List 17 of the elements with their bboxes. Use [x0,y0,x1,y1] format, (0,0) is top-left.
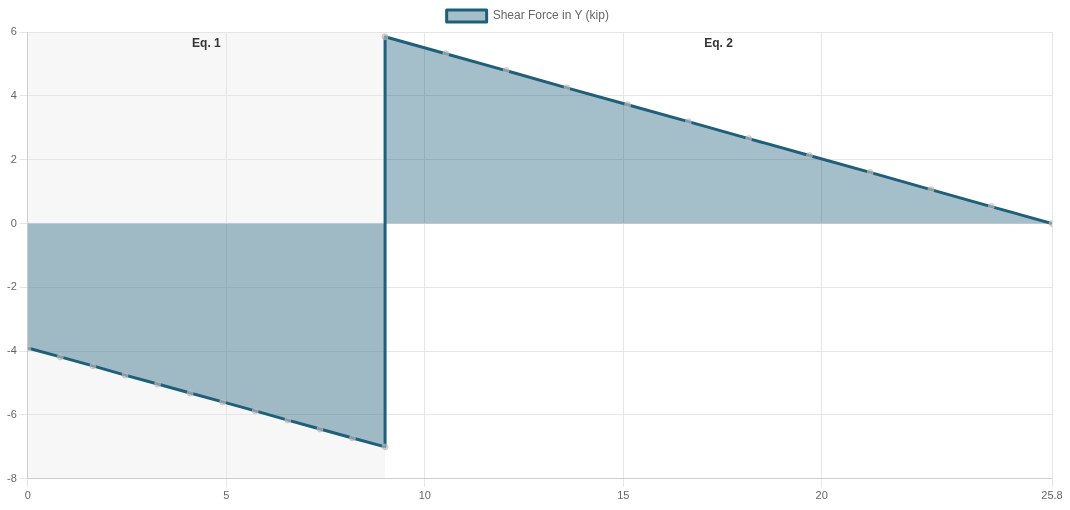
x-tick-label: 0 [24,489,31,502]
band-label: Eq. 1 [192,36,222,51]
y-tick-label: -8 [7,471,17,484]
y-tick-label: 6 [10,25,17,38]
y-tick-label: -2 [7,280,17,293]
y-tick-label: 2 [10,152,17,165]
x-tick-label: 20 [815,489,828,502]
x-tick-label: 5 [223,489,230,502]
y-tick-label: 0 [10,216,17,229]
y-tick-label: -4 [7,344,17,357]
y-tick-label: 4 [10,88,17,101]
x-tick-label: 25.8 [1041,489,1063,502]
legend-label: Shear Force in Y (kip) [492,8,609,23]
y-tick-label: -6 [7,408,17,420]
x-tick-label: 15 [617,489,630,502]
x-tick-label: 10 [418,489,431,502]
annotation: Eq. 2 [704,36,734,51]
